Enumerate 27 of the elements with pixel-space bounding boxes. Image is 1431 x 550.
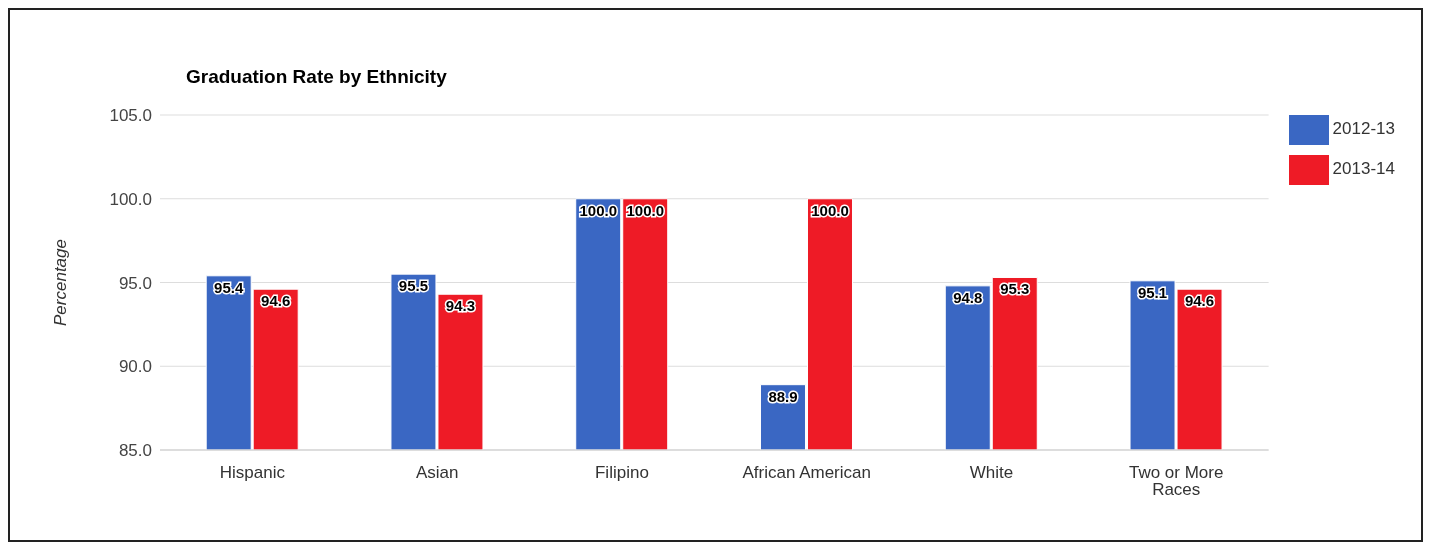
y-tick-label: 95.0 [118,273,152,293]
x-tick-label: African American [742,463,871,483]
y-tick-label: 90.0 [118,357,152,377]
y-tick-label: 85.0 [118,441,152,461]
chart-title: Graduation Rate by Ethnicity [186,66,447,88]
data-label: 88.9 [768,387,798,405]
data-label: 100.0 [579,201,617,219]
y-tick-label: 100.0 [109,189,152,209]
data-label: 95.5 [398,277,429,295]
y-axis-title: Percentage [51,239,71,326]
y-tick-label: 105.0 [109,106,152,126]
x-tick-label: Hispanic [219,463,286,483]
data-label: 94.6 [261,292,291,310]
data-label: 94.8 [953,288,983,306]
data-label: 95.4 [214,278,244,296]
x-tick-label: Two or More Races [1128,463,1224,500]
legend-label: 2012-13 [1332,119,1395,139]
data-label: 100.0 [811,201,849,219]
x-tick-label: Asian [415,463,459,483]
legend-label: 2013-14 [1332,159,1395,179]
data-label: 95.3 [1000,280,1030,298]
data-label: 94.6 [1184,292,1215,310]
data-label: 94.3 [445,297,476,315]
data-label: 100.0 [626,201,664,219]
x-tick-label: White [969,463,1014,483]
x-tick-label: Filipino [594,463,649,483]
data-label: 95.1 [1137,283,1168,301]
